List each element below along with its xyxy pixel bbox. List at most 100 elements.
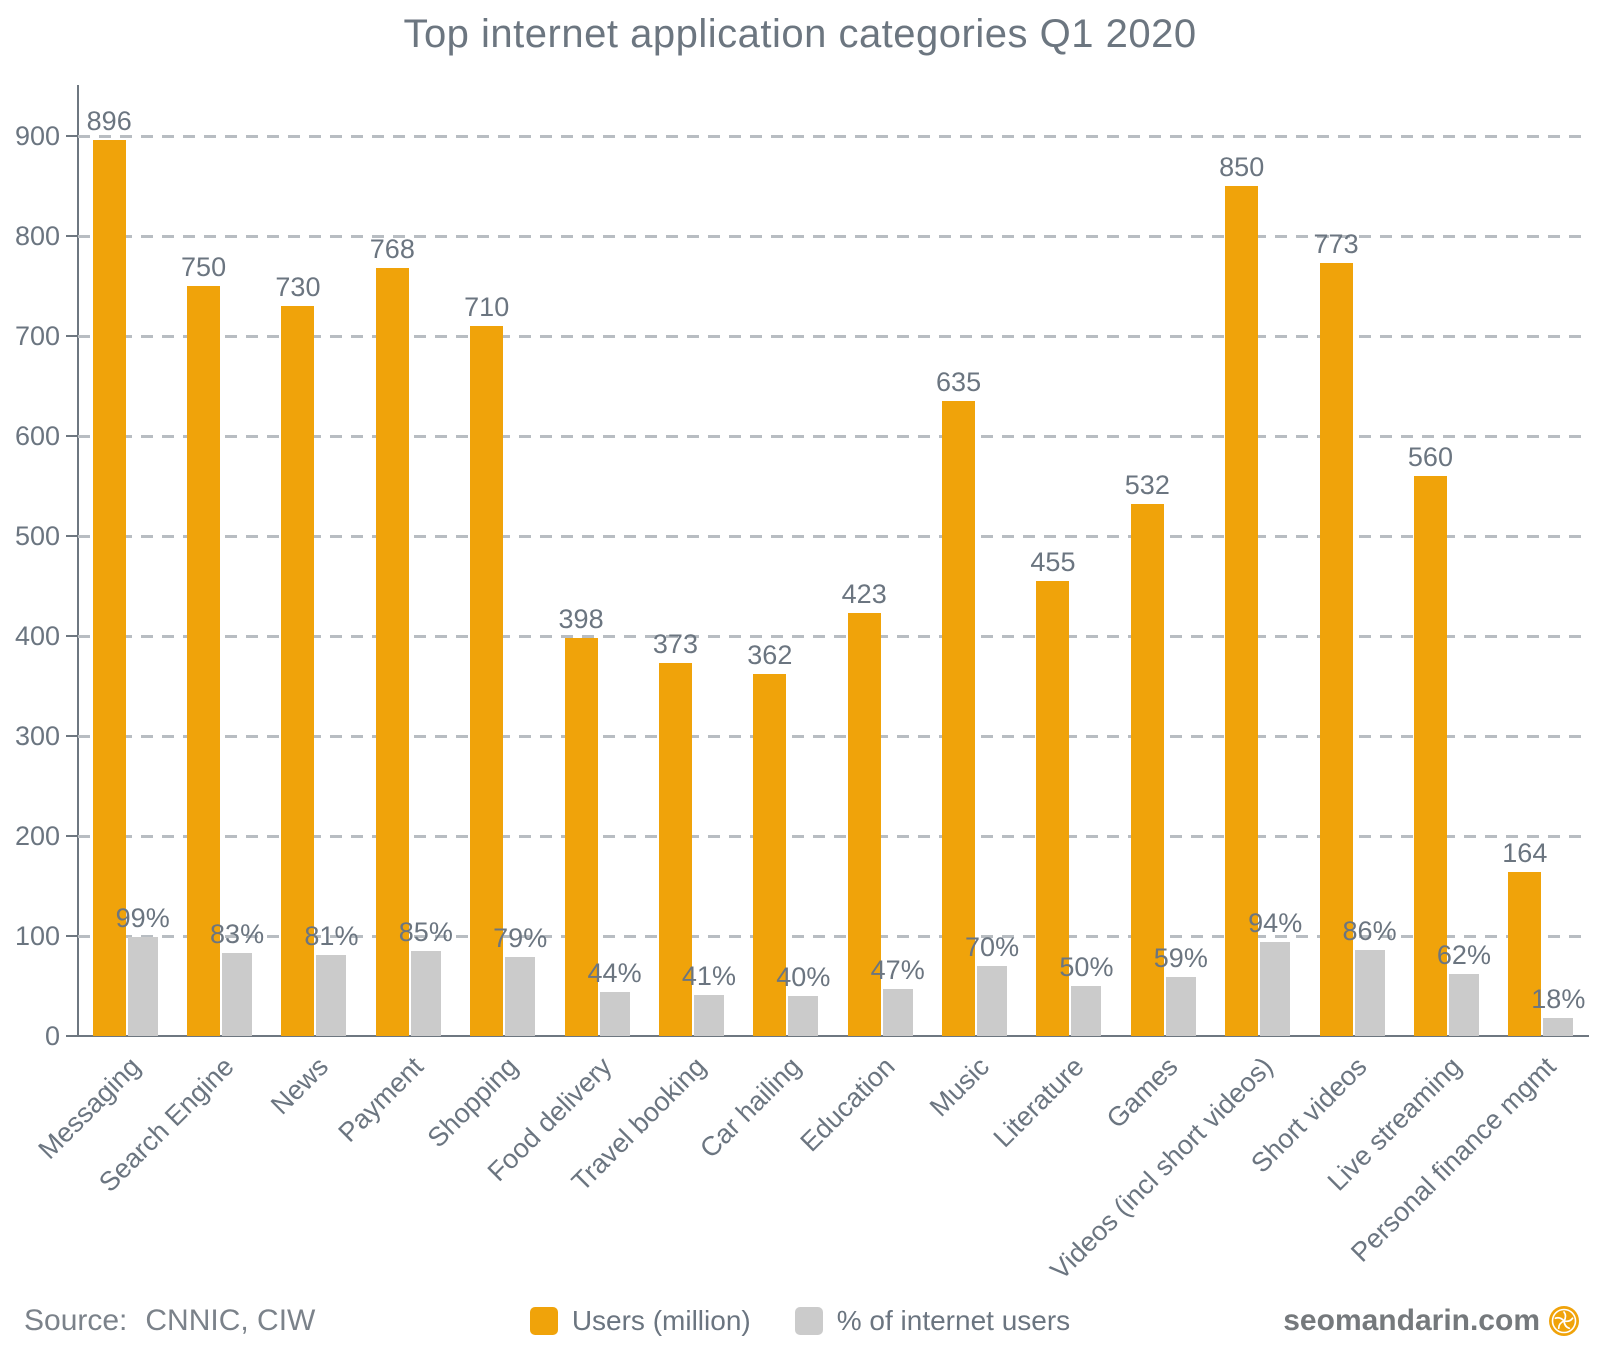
plot-area: 896 99% Messaging 750 83% Search Engine 730 81%…	[32, 108, 1588, 1286]
pct-value-label: 50%	[1059, 952, 1114, 982]
users-value-label: 750	[181, 252, 227, 282]
users-value-label: 455	[1030, 547, 1076, 577]
users-bar: 455	[1030, 549, 1075, 1036]
y-axis-tick	[66, 435, 78, 437]
pct-value-label: 44%	[587, 958, 642, 988]
bar-group: 730 81% News	[265, 136, 361, 1121]
pct-bar: 83%	[210, 921, 264, 1036]
source-value: CNNIC, CIW	[145, 1304, 316, 1337]
pct-value-label: 85%	[398, 917, 453, 947]
bar-group: 164 18% Personal finance mgmt	[1345, 136, 1588, 1268]
pct-value-label: 62%	[1436, 940, 1491, 970]
users-bar: 532	[1125, 472, 1170, 1036]
y-axis-tick	[66, 1035, 78, 1037]
x-category-label: News	[265, 1051, 335, 1121]
bar-group: 398 44% Food delivery	[482, 136, 644, 1188]
pct-value-label: 47%	[870, 955, 925, 985]
users-bar: 750	[181, 254, 226, 1036]
users-bar: 635	[936, 369, 981, 1036]
users-bar: 373	[653, 631, 698, 1036]
y-tick-label: 700	[14, 321, 60, 351]
x-axis-line	[77, 1035, 1589, 1037]
grid-line	[78, 735, 1588, 738]
y-tick-label: 600	[14, 421, 60, 451]
y-tick-label: 200	[14, 821, 60, 851]
pct-bar: 81%	[304, 923, 358, 1036]
users-bar: 423	[842, 581, 887, 1036]
bar-group: 750 83% Search Engine	[94, 136, 266, 1198]
pct-value-label: 81%	[304, 921, 359, 951]
bar-group: 362 40% Car hailing	[694, 136, 833, 1164]
users-value-label: 773	[1313, 229, 1359, 259]
y-tick-label: 500	[14, 521, 60, 551]
users-bar: 398	[559, 606, 604, 1036]
pct-value-label: 94%	[1248, 908, 1303, 938]
legend-item-pct: % of internet users	[794, 1305, 1071, 1337]
x-category-label: Education	[794, 1051, 901, 1158]
users-value-label: 710	[464, 292, 510, 322]
grid-line	[78, 435, 1588, 438]
users-value-label: 532	[1124, 470, 1170, 500]
pct-bar: 18%	[1531, 986, 1585, 1036]
pct-bar: 79%	[493, 925, 547, 1036]
legend-label-pct: % of internet users	[836, 1305, 1071, 1336]
pct-bar: 70%	[965, 934, 1019, 1036]
pct-bar: 44%	[588, 960, 642, 1036]
y-tick-label: 0	[44, 1021, 60, 1051]
pct-bar: 85%	[399, 919, 453, 1036]
pct-value-label: 86%	[1342, 916, 1397, 946]
y-axis-tick	[66, 535, 78, 537]
grid-line	[78, 535, 1588, 538]
pct-value-label: 59%	[1153, 943, 1208, 973]
bar-group: 773 86% Short videos	[1245, 136, 1399, 1179]
users-value-label: 362	[747, 640, 793, 670]
pct-bar: 99%	[116, 905, 170, 1036]
coin-fan-icon	[1548, 1305, 1580, 1337]
pct-bar: 41%	[682, 963, 736, 1036]
users-value-label: 730	[275, 272, 321, 302]
users-value-label: 768	[369, 234, 415, 264]
users-swatch-icon	[529, 1307, 558, 1335]
bar-group: 423 47% Education	[795, 136, 927, 1158]
pct-bar: 50%	[1059, 954, 1113, 1036]
pct-value-label: 99%	[115, 903, 170, 933]
users-bar: 164	[1502, 840, 1547, 1036]
pct-value-label: 41%	[681, 961, 736, 991]
y-tick-label: 900	[14, 121, 60, 151]
bar-group: 373 41% Travel booking	[566, 136, 738, 1198]
pct-bar: 86%	[1343, 918, 1397, 1036]
pct-bar: 40%	[776, 964, 830, 1036]
users-bar: 560	[1408, 444, 1453, 1036]
pct-value-label: 83%	[210, 919, 265, 949]
users-value-label: 635	[936, 367, 982, 397]
pct-value-label: 70%	[965, 932, 1020, 962]
x-category-label: Car hailing	[693, 1051, 807, 1164]
users-value-label: 398	[558, 604, 604, 634]
bar-group: 850 94% Videos (incl short videos)	[1044, 136, 1305, 1286]
y-axis-line	[77, 85, 79, 1037]
grid-line	[78, 835, 1588, 838]
bar-group: 768 85% Payment	[332, 136, 455, 1148]
source-label: Source:	[24, 1304, 128, 1337]
source-note: Source: CNNIC, CIW	[24, 1298, 315, 1344]
y-axis-tick	[66, 935, 78, 937]
grid-line	[78, 135, 1588, 138]
y-tick-label: 800	[14, 221, 60, 251]
page-title: Top internet application categories Q1 2…	[403, 12, 1197, 56]
grid-line	[78, 235, 1588, 238]
pct-value-label: 79%	[493, 923, 548, 953]
users-value-label: 560	[1407, 442, 1453, 472]
users-bar: 362	[747, 642, 792, 1036]
bar-group: 532 59% Games	[1101, 136, 1210, 1135]
pct-bar: 62%	[1437, 942, 1491, 1036]
x-category-label: Shopping	[421, 1051, 524, 1154]
grid-line	[78, 935, 1588, 938]
y-tick-label: 300	[14, 721, 60, 751]
x-category-label: Literature	[987, 1051, 1090, 1154]
users-value-label: 423	[841, 579, 887, 609]
y-axis-tick	[66, 735, 78, 737]
grid-line	[78, 335, 1588, 338]
users-bar: 850	[1219, 154, 1264, 1036]
users-bar: 773	[1314, 231, 1359, 1036]
pct-bar: 59%	[1154, 945, 1208, 1036]
